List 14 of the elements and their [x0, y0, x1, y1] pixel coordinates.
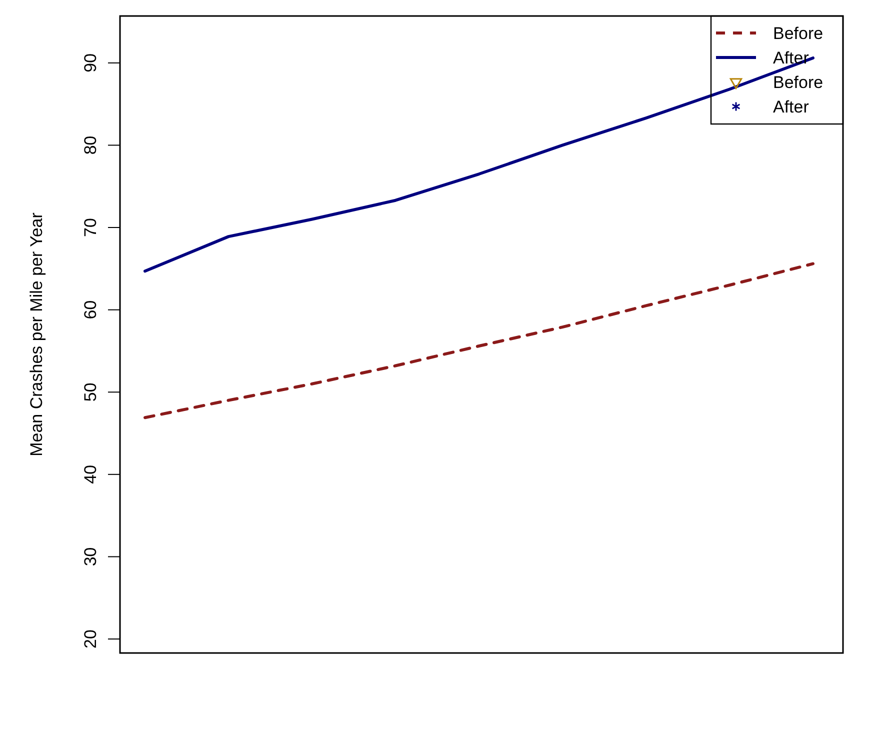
- y-tick-label: 90: [81, 53, 100, 72]
- y-tick-label: 70: [81, 218, 100, 237]
- y-tick-label: 50: [81, 382, 100, 402]
- line-series: [144, 262, 814, 420]
- legend-label: Before: [773, 73, 824, 92]
- y-tick-label: 20: [81, 630, 100, 648]
- y-axis-title: Mean Crashes per Mile per Year: [27, 212, 46, 456]
- y-tick-label: 60: [81, 300, 100, 320]
- y-tick-label: 40: [81, 464, 100, 484]
- legend-label: After: [773, 48, 810, 68]
- legend-label: Before: [773, 24, 824, 43]
- y-tick-label: 80: [81, 136, 100, 155]
- legend-label: After: [773, 98, 810, 116]
- y-tick-label: 30: [81, 547, 100, 566]
